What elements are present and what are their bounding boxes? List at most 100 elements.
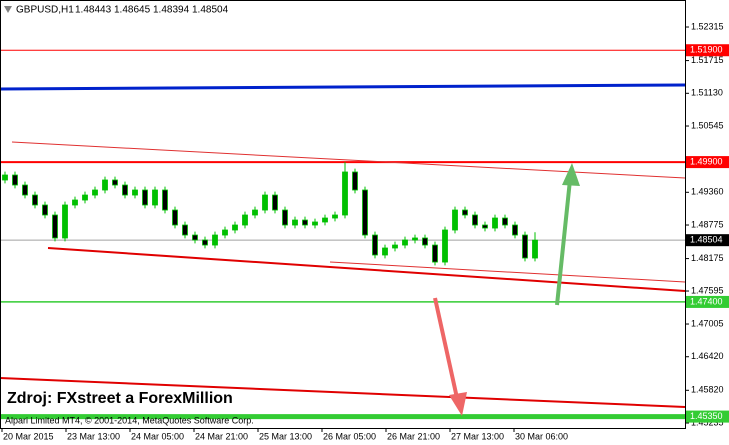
candle-body — [312, 221, 318, 226]
candle-body — [12, 174, 18, 186]
y-tick-label: 1.49360 — [691, 187, 724, 197]
trend-line — [329, 261, 686, 283]
x-tick-label: 24 Mar 21:00 — [195, 431, 248, 441]
down-arrow-head — [449, 392, 467, 416]
level-label: 1.48504 — [690, 235, 723, 245]
candle-body — [342, 171, 348, 216]
y-tick-label: 1.48775 — [691, 219, 724, 229]
up-arrow-head — [562, 163, 580, 186]
candle-body — [232, 224, 238, 231]
candle-body — [132, 189, 138, 196]
level-label-box — [686, 156, 729, 169]
level-label-box — [686, 295, 729, 308]
candle-body — [142, 189, 148, 206]
candle-body — [272, 194, 278, 211]
header-low: 1.48394 — [153, 5, 190, 16]
level-label-box — [686, 234, 729, 247]
x-tick-label: 26 Mar 05:00 — [323, 431, 376, 441]
watermark: Zdroj: FXstreet a ForexMillion — [7, 390, 233, 407]
candle-body — [322, 217, 328, 223]
candle-body — [432, 244, 438, 263]
candle-body — [182, 224, 188, 236]
candle-body — [382, 247, 388, 256]
candle-body — [222, 229, 228, 236]
candle-body — [522, 234, 528, 259]
candle-body — [502, 217, 508, 226]
candle-body — [72, 199, 78, 206]
header-high: 1.48645 — [114, 5, 151, 16]
candle-body — [472, 214, 478, 226]
candle-body — [362, 189, 368, 236]
candle-body — [32, 194, 38, 206]
candle-body — [262, 194, 268, 211]
candle-body — [62, 204, 68, 239]
x-tick-label: 23 Mar 13:00 — [67, 431, 120, 441]
y-tick-label: 1.52315 — [691, 21, 724, 31]
candle-body — [202, 239, 208, 246]
trend-line — [47, 247, 686, 292]
candle-body — [92, 189, 98, 196]
candle-body — [52, 214, 58, 239]
level-label-box — [686, 44, 729, 57]
candle-body — [402, 239, 408, 246]
candle-body — [242, 214, 248, 226]
candle-body — [292, 219, 298, 226]
header-icon — [4, 6, 12, 13]
candle-body — [372, 234, 378, 256]
candle-body — [532, 239, 538, 259]
candle-body — [192, 234, 198, 241]
candle-body — [172, 209, 178, 226]
candle-body — [42, 204, 48, 216]
candle-body — [482, 224, 488, 229]
candle-body — [162, 189, 168, 211]
level-label: 1.45350 — [690, 411, 723, 421]
candle-body — [112, 179, 118, 186]
levels — [0, 49, 685, 420]
candle-body — [422, 237, 428, 246]
candle-body — [282, 209, 288, 226]
y-tick-label: 1.48175 — [691, 253, 724, 263]
level-label: 1.49900 — [690, 156, 723, 166]
candle-body — [492, 217, 498, 229]
level-label: 1.47400 — [690, 296, 723, 306]
candle-body — [392, 244, 398, 249]
candle-body — [82, 194, 88, 201]
level-label-box — [686, 410, 729, 423]
candle-body — [512, 224, 518, 236]
level-label: 1.51900 — [690, 45, 723, 55]
candle-body — [442, 229, 448, 263]
copyright: Alpari Limited MT4, © 2001-2014, MetaQuo… — [5, 415, 254, 425]
blue-level — [0, 83, 686, 91]
plot-border — [0, 0, 686, 429]
candles — [2, 162, 538, 266]
candle-body — [252, 209, 258, 216]
x-tick-label: 20 Mar 2015 — [3, 431, 54, 441]
header-close: 1.48504 — [192, 5, 229, 16]
x-tick-label: 27 Mar 13:00 — [451, 431, 504, 441]
y-tick-label: 1.47005 — [691, 318, 724, 328]
down-arrow — [433, 297, 459, 399]
x-tick-label: 30 Mar 06:00 — [515, 431, 568, 441]
header-open: 1.48443 — [75, 5, 112, 16]
candle-body — [462, 209, 468, 216]
x-tick-label: 24 Mar 05:00 — [131, 431, 184, 441]
candle-body — [2, 174, 8, 181]
candle-body — [352, 171, 358, 191]
candle-body — [302, 219, 308, 226]
trend-line — [0, 377, 686, 408]
candle-body — [452, 209, 458, 231]
candle-body — [332, 214, 338, 219]
y-tick-label: 1.50545 — [691, 120, 724, 130]
candle-body — [122, 184, 128, 196]
x-tick-label: 26 Mar 21:00 — [387, 431, 440, 441]
candle-body — [102, 179, 108, 191]
candle-body — [152, 189, 158, 206]
candle-body — [22, 184, 28, 196]
up-arrow — [555, 179, 572, 306]
y-tick-label: 1.47595 — [691, 285, 724, 295]
y-tick-label: 1.51715 — [691, 55, 724, 65]
y-tick-label: 1.46420 — [691, 351, 724, 361]
candle-body — [212, 234, 218, 246]
candle-body — [412, 237, 418, 241]
